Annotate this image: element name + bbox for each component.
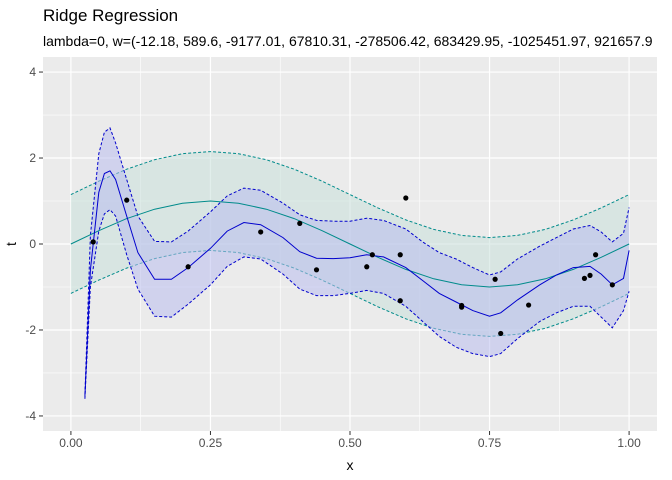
fitted-curve-band bbox=[84, 127, 630, 399]
data-point bbox=[609, 282, 615, 288]
x-tick-label: 1.00 bbox=[617, 436, 641, 450]
y-axis: -4 -2 0 2 4 bbox=[25, 65, 43, 423]
data-point bbox=[185, 264, 191, 270]
x-tick-label: 0.75 bbox=[478, 436, 502, 450]
y-tick-label: -2 bbox=[25, 323, 36, 337]
data-point bbox=[459, 302, 465, 309]
y-tick-label: -4 bbox=[25, 409, 36, 423]
data-point bbox=[297, 220, 303, 226]
y-tick-label: 0 bbox=[29, 237, 36, 251]
data-points bbox=[90, 195, 615, 337]
chart-subtitle: lambda=0, w=(-12.18, 589.6, -9177.01, 67… bbox=[43, 33, 653, 49]
curves bbox=[70, 170, 630, 397]
x-axis-title: x bbox=[347, 457, 354, 473]
data-point bbox=[397, 252, 403, 258]
true-curve-line bbox=[70, 200, 630, 288]
fitted-curve-upper-bound bbox=[84, 127, 630, 395]
fitted-curve-line bbox=[84, 170, 630, 397]
x-axis: 0.00 0.25 0.50 0.75 1.00 bbox=[59, 431, 641, 450]
x-tick-label: 0.25 bbox=[199, 436, 223, 450]
data-point bbox=[397, 298, 403, 304]
data-point bbox=[526, 302, 532, 308]
y-tick-label: 2 bbox=[29, 151, 36, 165]
data-point bbox=[492, 276, 498, 282]
data-point bbox=[498, 330, 504, 337]
fitted-curve-lower-bound bbox=[84, 208, 630, 399]
data-point bbox=[258, 229, 264, 235]
data-point bbox=[593, 252, 599, 258]
data-point bbox=[403, 195, 409, 201]
x-tick-label: 0.50 bbox=[338, 436, 362, 450]
chart-title: Ridge Regression bbox=[43, 6, 179, 25]
data-point bbox=[90, 239, 96, 245]
true-curve-upper-bound bbox=[70, 151, 630, 239]
data-point bbox=[313, 267, 320, 273]
data-point bbox=[587, 272, 593, 278]
data-point bbox=[124, 197, 130, 203]
data-point bbox=[581, 275, 588, 281]
y-tick-label: 4 bbox=[29, 65, 36, 79]
data-point bbox=[369, 252, 375, 258]
x-tick-label: 0.00 bbox=[59, 436, 83, 450]
data-point bbox=[364, 264, 370, 270]
y-axis-title: t bbox=[3, 242, 19, 246]
